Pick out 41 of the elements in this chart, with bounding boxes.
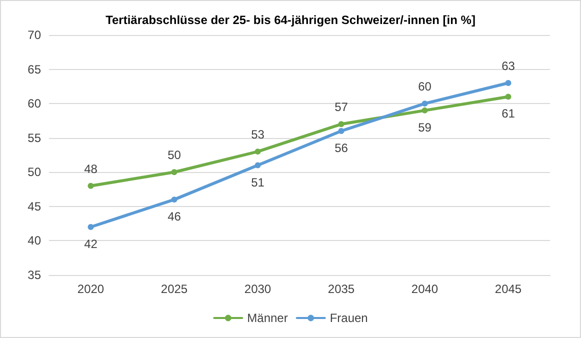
data-label: 60 xyxy=(418,80,432,94)
y-tick-label: 55 xyxy=(28,130,42,145)
y-tick-label: 40 xyxy=(28,234,42,248)
data-label: 46 xyxy=(168,210,182,224)
data-label: 50 xyxy=(168,148,182,162)
point xyxy=(422,107,428,114)
data-label: 61 xyxy=(502,106,516,121)
point xyxy=(505,94,512,100)
point xyxy=(505,80,512,86)
x-tick-label: 2040 xyxy=(411,282,438,296)
y-tick-label: 35 xyxy=(28,268,42,282)
data-label: 56 xyxy=(334,141,348,155)
point xyxy=(338,128,344,134)
y-tick-label: 70 xyxy=(28,28,42,42)
data-label: 59 xyxy=(418,120,432,134)
point xyxy=(88,182,94,189)
point xyxy=(338,121,344,128)
legend-label: Frauen xyxy=(330,311,368,325)
legend-label: Männer xyxy=(247,311,288,325)
x-tick-label: 2045 xyxy=(494,282,522,296)
chart-title: Tertiärabschlüsse der 25- bis 64-jährigen Schweizer/-innen [in %] xyxy=(106,13,476,27)
point xyxy=(254,162,261,168)
y-tick-label: 50 xyxy=(28,165,42,180)
x-tick-label: 2025 xyxy=(160,282,188,296)
x-tick-label: 2030 xyxy=(244,282,272,296)
y-tick-label: 45 xyxy=(28,199,42,214)
point xyxy=(171,196,178,203)
point xyxy=(171,169,178,176)
point xyxy=(422,100,428,107)
y-tick-label: 65 xyxy=(28,62,42,76)
data-label: 51 xyxy=(251,175,265,190)
x-tick-label: 2020 xyxy=(77,282,104,296)
data-label: 57 xyxy=(334,100,348,114)
point xyxy=(88,224,94,230)
point xyxy=(254,148,261,155)
data-label: 48 xyxy=(84,162,98,176)
data-label: 42 xyxy=(84,237,98,251)
data-label: 53 xyxy=(251,128,265,142)
y-tick-label: 60 xyxy=(28,96,42,111)
x-tick-label: 2035 xyxy=(328,282,355,296)
data-label: 63 xyxy=(502,59,516,73)
